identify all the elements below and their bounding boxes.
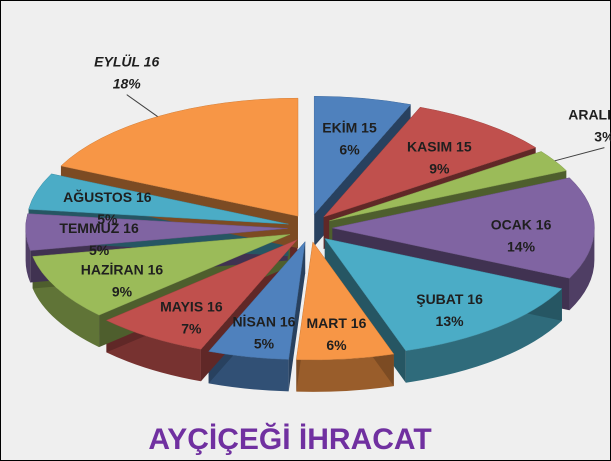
data-label-value: 3% [594, 128, 611, 144]
layer: EKİM 15 6% KASIM 15 9% ARALIK 15 3% OCAK 16 14%… [59, 53, 611, 353]
data-label-name: HAZİRAN 16 [81, 262, 164, 278]
leader-line [126, 94, 158, 117]
data-label-name: EYLÜL 16 [94, 53, 159, 69]
slice [28, 173, 289, 225]
slice [324, 238, 563, 351]
data-label-value: 14% [507, 239, 536, 255]
data-label-value: 6% [326, 337, 347, 353]
slice [296, 241, 395, 361]
data-label-value: 18% [113, 75, 142, 91]
data-label-value: 9% [429, 161, 450, 177]
data-label-value: 6% [339, 141, 360, 157]
layer [25, 95, 595, 361]
data-label-value: 5% [97, 211, 118, 227]
slice-side [296, 354, 394, 392]
data-label-name: AĞUSTOS 16 [63, 188, 152, 205]
slice [32, 234, 291, 316]
slice-side [25, 228, 31, 283]
slice [105, 239, 298, 350]
slice-wall [288, 241, 306, 392]
slice [329, 151, 567, 222]
chart-title: AYÇİÇEĞİ İHRACAT [148, 422, 431, 456]
leader-line [554, 147, 605, 162]
slice-side [32, 256, 100, 348]
data-label-name: EKİM 15 [322, 119, 377, 135]
data-label-name: MAYIS 16 [160, 299, 223, 315]
data-label-name: ŞUBAT 16 [416, 291, 483, 307]
slice-side [208, 351, 289, 392]
slice-side [405, 288, 562, 383]
data-label-name: ARALIK 15 [568, 106, 611, 122]
slice [332, 177, 595, 279]
data-label-value: 5% [254, 335, 275, 351]
data-label-name: TEMMUZ 16 [59, 220, 139, 236]
data-label-value: 5% [89, 242, 110, 258]
data-label-name: KASIM 15 [407, 139, 472, 155]
slice [208, 240, 306, 360]
slice [313, 95, 412, 215]
data-label-value: 9% [112, 284, 133, 300]
slice [25, 213, 288, 251]
data-label-name: OCAK 16 [491, 217, 552, 233]
slice [322, 106, 537, 218]
data-label-name: NİSAN 16 [232, 313, 295, 329]
data-label-name: MART 16 [306, 315, 366, 331]
slice-side [569, 228, 595, 311]
data-label-value: 7% [181, 321, 202, 337]
data-label-value: 13% [436, 313, 465, 329]
